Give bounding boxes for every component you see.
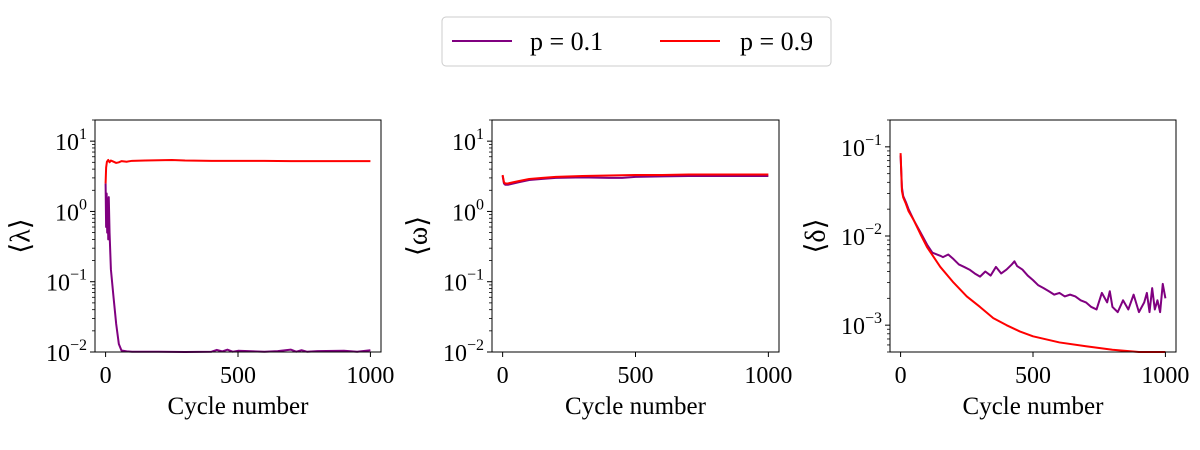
- legend-frame: [441, 16, 832, 67]
- panel-delta: 0 500 1000 10−3 10−2 10−1 Cycle number ⟨δ⟩: [800, 119, 1189, 420]
- y-tick-label: 10−3: [841, 310, 882, 340]
- series-line-p09: [899, 153, 1166, 353]
- series-line-p09: [104, 158, 371, 184]
- y-tick-label: 10−2: [841, 221, 882, 251]
- x-tick-label: 1000: [1141, 363, 1189, 389]
- series-line-p01: [899, 155, 1167, 314]
- y-tick-label: 10−2: [46, 337, 87, 367]
- y-axis-label: ⟨λ⟩: [5, 218, 36, 253]
- y-tick-label: 100: [55, 196, 87, 226]
- series-line-p09: [501, 173, 769, 185]
- y-tick-label: 10−1: [443, 267, 484, 297]
- panel-omega: 0 500 1000 10−2 10−1 100 101 Cycle number ⟨ω⟩: [402, 119, 792, 420]
- plot-frame: [889, 119, 1177, 353]
- plot-frame: [491, 119, 780, 353]
- series-line-p01: [104, 183, 371, 353]
- y-tick-label: 10−1: [841, 132, 882, 162]
- x-tick-label: 1000: [346, 363, 394, 389]
- x-axis-label: Cycle number: [168, 393, 310, 420]
- x-tick-label: 0: [497, 363, 509, 389]
- y-tick-label: 101: [452, 126, 484, 156]
- legend: p = 0.1 p = 0.9: [441, 16, 832, 67]
- series-line-p01: [501, 174, 769, 186]
- x-tick-label: 500: [220, 363, 256, 389]
- y-axis-label: ⟨ω⟩: [402, 216, 433, 256]
- x-tick-label: 1000: [744, 363, 792, 389]
- y-tick-label: 10−2: [443, 337, 484, 367]
- x-tick-label: 500: [618, 363, 654, 389]
- x-tick-label: 0: [895, 363, 907, 389]
- x-tick-label: 0: [100, 363, 112, 389]
- plot-frame: [94, 119, 382, 353]
- x-tick-label: 500: [1015, 363, 1051, 389]
- panel-lambda: 0 500 1000 10−2 10−1 100 101 Cycle number ⟨λ⟩: [5, 119, 394, 420]
- x-axis-label: Cycle number: [565, 393, 707, 420]
- y-tick-label: 10−1: [46, 267, 87, 297]
- y-axis-label: ⟨δ⟩: [800, 218, 831, 253]
- legend-label-p09: p = 0.9: [740, 27, 813, 56]
- y-tick-label: 100: [452, 196, 484, 226]
- x-axis-label: Cycle number: [963, 393, 1105, 420]
- legend-label-p01: p = 0.1: [530, 27, 603, 56]
- y-tick-label: 101: [55, 126, 87, 156]
